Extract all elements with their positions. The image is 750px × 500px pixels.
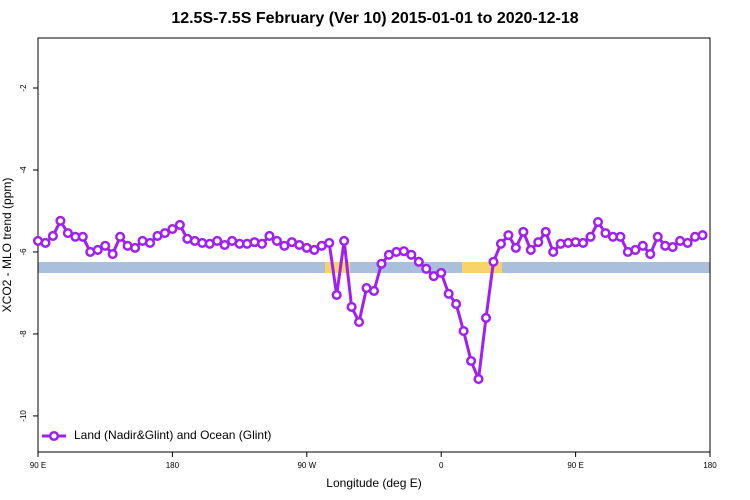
- point: [645, 248, 656, 260]
- point: [421, 263, 432, 274]
- point: [339, 235, 350, 246]
- point: [652, 231, 663, 242]
- x-tick-label: 90 W: [297, 461, 316, 470]
- point: [107, 248, 118, 260]
- y-tick-label: -10: [19, 410, 28, 422]
- point: [533, 237, 544, 248]
- y-tick-label: -6: [19, 248, 28, 256]
- point: [159, 228, 170, 239]
- x-tick-label: 180: [166, 461, 180, 470]
- point: [495, 238, 506, 249]
- point: [600, 228, 611, 239]
- point: [331, 289, 342, 301]
- point: [548, 246, 559, 258]
- point: [615, 231, 626, 242]
- point: [174, 219, 185, 230]
- point: [578, 237, 589, 249]
- point: [503, 230, 514, 241]
- point: [62, 228, 73, 239]
- point: [473, 373, 484, 385]
- land-band: [325, 262, 350, 273]
- x-tick-label: 90 E: [30, 461, 46, 470]
- point: [637, 240, 648, 251]
- point: [510, 242, 521, 253]
- y-tick-label: -2: [19, 84, 28, 92]
- point: [100, 240, 111, 251]
- point: [130, 242, 141, 253]
- point: [167, 223, 178, 235]
- point: [354, 317, 365, 328]
- point: [77, 231, 88, 242]
- point: [630, 244, 641, 255]
- legend-label: Land (Nadir&Glint) and Ocean (Glint): [74, 428, 271, 442]
- point: [92, 244, 103, 255]
- point: [264, 230, 275, 242]
- y-tick-label: -8: [19, 330, 28, 338]
- point: [346, 301, 357, 312]
- point: [525, 244, 536, 255]
- point: [40, 237, 51, 249]
- point: [451, 298, 462, 310]
- point: [115, 231, 126, 242]
- chart-title: 12.5S-7.5S February (Ver 10) 2015-01-01 …: [171, 10, 578, 27]
- x-tick-label: 90 E: [567, 461, 583, 470]
- y-tick-label: -4: [19, 166, 28, 174]
- point: [540, 226, 551, 237]
- point: [585, 231, 596, 242]
- point: [466, 355, 477, 367]
- point: [667, 241, 678, 253]
- point: [413, 256, 424, 267]
- point: [279, 240, 290, 251]
- point: [682, 237, 693, 249]
- point: [436, 267, 447, 278]
- point: [488, 256, 499, 267]
- x-tick-label: 0: [439, 461, 444, 470]
- point: [697, 230, 708, 241]
- y-axis-label: XCO2 - MLO trend (ppm): [0, 178, 14, 313]
- point: [368, 285, 380, 296]
- land-band: [462, 262, 502, 273]
- x-axis-label: Longitude (deg E): [326, 476, 421, 490]
- point: [324, 237, 335, 249]
- point: [406, 249, 417, 260]
- ocean-band: [38, 262, 710, 273]
- point: [219, 239, 230, 251]
- point: [47, 230, 58, 242]
- point: [55, 215, 66, 226]
- point: [480, 312, 492, 324]
- x-tick-label: 180: [703, 461, 717, 470]
- point: [309, 244, 320, 255]
- point: [256, 238, 268, 249]
- point: [518, 226, 529, 237]
- point: [212, 235, 223, 246]
- point: [144, 237, 156, 249]
- legend-marker: [48, 430, 60, 442]
- point: [443, 288, 454, 299]
- point: [398, 246, 409, 257]
- point: [271, 235, 282, 246]
- point: [376, 258, 387, 269]
- point: [592, 216, 604, 228]
- point: [458, 326, 469, 337]
